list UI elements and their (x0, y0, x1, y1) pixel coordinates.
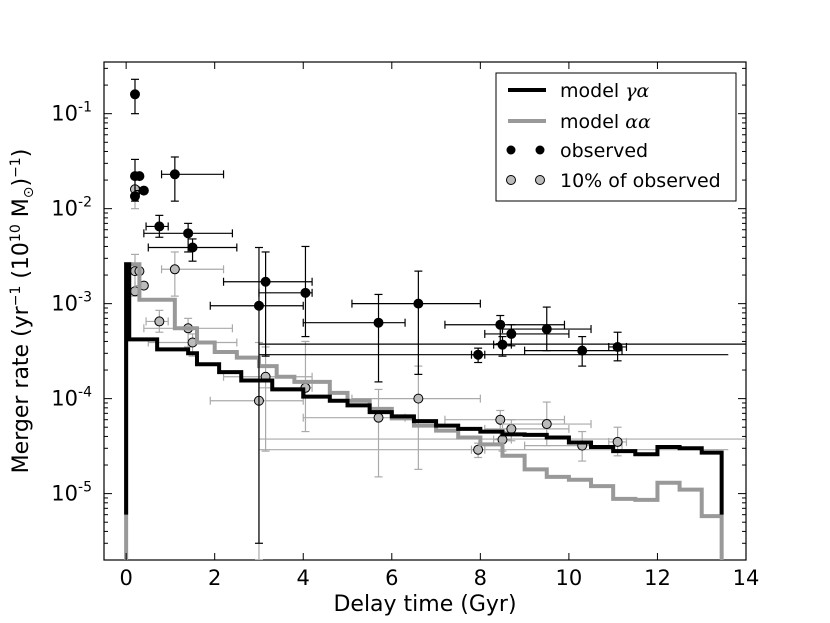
observed-point-20 (612, 341, 623, 352)
legend-tenpct-label: 10% of observed (560, 170, 721, 192)
x-tick-label-7: 14 (733, 566, 760, 590)
model-gamma-alpha-series (124, 262, 724, 515)
x-axis-label: Delay time (Gyr) (333, 592, 516, 617)
x-tick-label-5: 10 (556, 566, 583, 590)
x-tick-label-0: 0 (119, 566, 132, 590)
x-axis-ticks: 0 2 4 6 8 10 12 14 (119, 62, 759, 590)
y-tick-label-1: 10-4 (51, 385, 92, 411)
legend: model γα model αα observed 10% of observ… (495, 72, 737, 202)
tenpct-point-18 (541, 419, 552, 430)
observed-point-15 (497, 339, 508, 350)
legend-observed-label: observed (560, 140, 648, 162)
observed-point-10 (253, 300, 264, 311)
legend-gamma-label: model γα (560, 80, 650, 102)
tenpct-point-16 (506, 423, 517, 434)
model-alpha-alpha-series (124, 262, 724, 560)
observed-point-4 (138, 185, 149, 196)
observed-point-18 (541, 324, 552, 335)
tenpct-point-12 (373, 412, 384, 423)
tenpct-point-20 (612, 436, 623, 447)
x-tick-label-2: 4 (297, 566, 310, 590)
legend-tenpct-marker-1 (506, 175, 516, 185)
y-axis-ticks: 10-5 10-4 10-3 10-2 10-1 (51, 67, 746, 561)
observed-point-19 (577, 345, 588, 356)
x-tick-label-3: 6 (385, 566, 398, 590)
observed-point-2 (134, 171, 145, 182)
y-axis-label: Merger rate (yr−1 (1010 M⊙)−1) (8, 149, 37, 474)
alpha-step-line (124, 262, 724, 560)
observed-point-16 (506, 328, 517, 339)
ten-percent-errorbars (129, 173, 746, 560)
observed-errorbars (129, 78, 746, 544)
observed-point-13 (413, 298, 424, 309)
observed-point-5 (169, 169, 180, 180)
y-tick-label-4: 10-1 (51, 100, 92, 126)
x-tick-label-1: 2 (208, 566, 221, 590)
tenpct-point-14 (495, 414, 506, 425)
observed-point-17 (473, 349, 484, 360)
observed-point-14 (495, 319, 506, 330)
tenpct-point-17 (473, 444, 484, 455)
observed-point-6 (154, 221, 165, 232)
tenpct-point-6 (154, 316, 165, 327)
y-tick-label-2: 10-3 (51, 290, 92, 316)
legend-alpha-label: model αα (560, 111, 651, 133)
x-tick-label-4: 8 (474, 566, 487, 590)
tenpct-point-13 (413, 393, 424, 404)
y-tick-label-3: 10-2 (51, 195, 92, 221)
observed-point-12 (373, 317, 384, 328)
observed-point-11 (300, 287, 311, 298)
observed-point-0 (129, 89, 140, 100)
observed-point-9 (260, 276, 271, 287)
plot-frame (103, 61, 747, 561)
legend-tenpct-marker-2 (535, 175, 545, 185)
observed-point-7 (183, 228, 194, 239)
legend-observed-marker-2 (535, 145, 545, 155)
gamma-step-line (124, 262, 724, 515)
legend-observed-marker-1 (506, 145, 516, 155)
observed-point-8 (187, 242, 198, 253)
y-tick-label-0: 10-5 (51, 480, 92, 506)
x-tick-label-6: 12 (644, 566, 671, 590)
tenpct-point-5 (169, 264, 180, 275)
